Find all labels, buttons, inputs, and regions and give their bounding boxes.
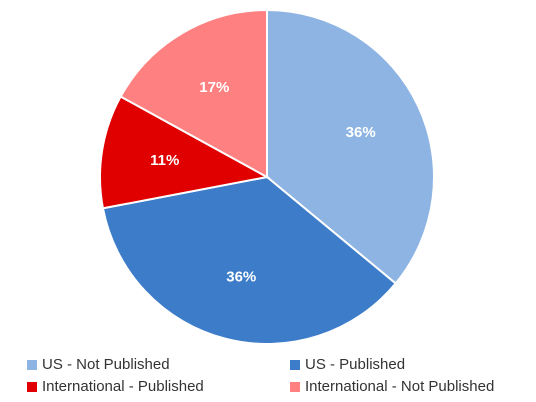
legend-label: International - Published	[42, 378, 204, 395]
pie-slice	[99, 95, 270, 210]
value-label: 17%	[199, 79, 229, 96]
legend-label: US - Not Published	[42, 356, 170, 373]
legend-label: US - Published	[305, 356, 405, 373]
legend-swatch	[290, 382, 300, 392]
value-label: 36%	[346, 124, 376, 141]
value-label: 11%	[150, 152, 179, 169]
pie-slice	[101, 175, 398, 346]
pie-slice	[266, 8, 435, 285]
legend-swatch	[290, 360, 300, 370]
pie-slice	[119, 8, 268, 179]
legend-swatch	[27, 382, 37, 392]
value-label: 36%	[226, 268, 256, 285]
legend-swatch	[27, 360, 37, 370]
legend-label: International - Not Published	[305, 378, 494, 395]
